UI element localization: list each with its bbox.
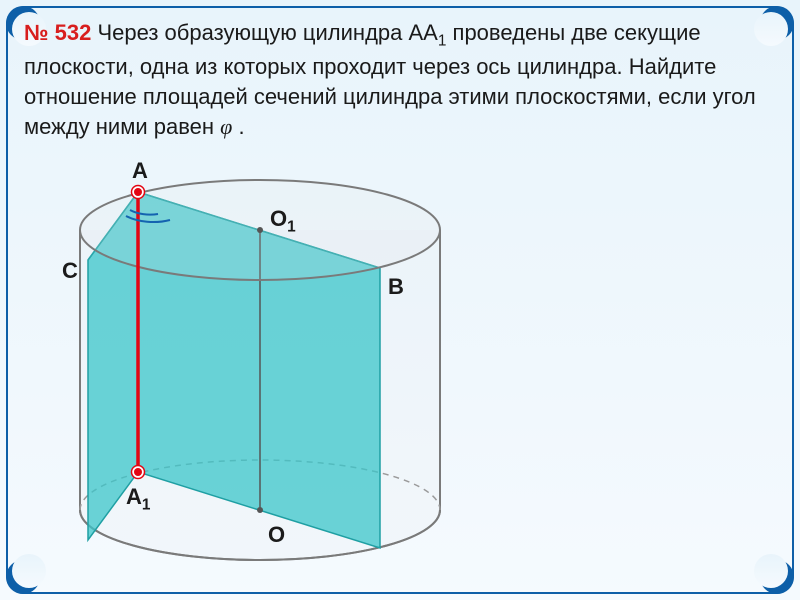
point-O1 <box>257 227 263 233</box>
label-O1: O1 <box>270 206 296 236</box>
text-p3: . <box>232 114 244 139</box>
label-C: C <box>62 258 78 284</box>
label-A1: A1 <box>126 484 150 514</box>
cylinder-diagram: A O1 C B A1 O <box>20 150 500 590</box>
label-O: O <box>268 522 285 548</box>
point-O <box>257 507 263 513</box>
problem-number: № 532 <box>24 20 91 45</box>
point-A <box>134 188 142 196</box>
text-phi: φ <box>220 114 232 139</box>
label-A: A <box>132 158 148 184</box>
corner-bottom-right <box>760 560 794 594</box>
problem-statement: № 532 Через образующую цилиндра AA1 пров… <box>24 18 776 141</box>
point-A1 <box>134 468 142 476</box>
text-p1: Через образующую цилиндра AA <box>97 20 437 45</box>
diagram-svg <box>20 150 500 590</box>
label-B: B <box>388 274 404 300</box>
